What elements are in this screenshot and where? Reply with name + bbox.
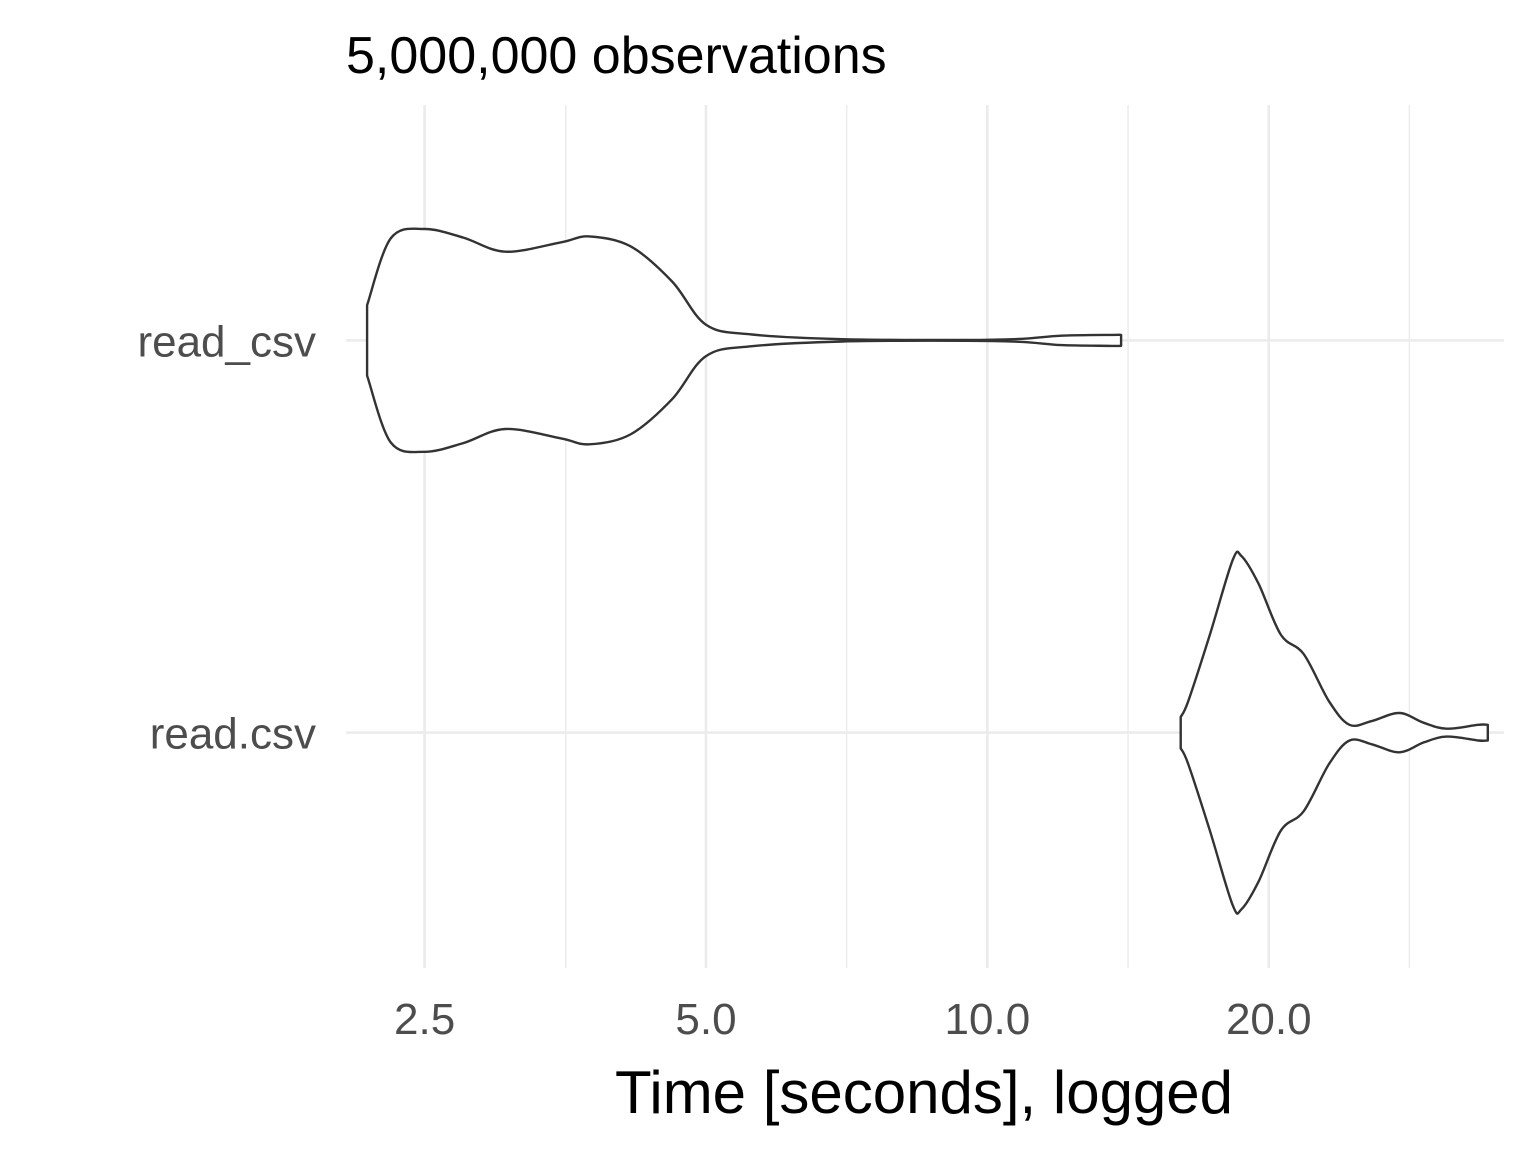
x-axis-title: Time [seconds], logged bbox=[615, 1059, 1233, 1126]
grid bbox=[346, 105, 1504, 968]
y-tick-label: read_csv bbox=[137, 317, 316, 366]
chart-title: 5,000,000 observations bbox=[346, 27, 887, 85]
x-tick-label: 5.0 bbox=[675, 995, 736, 1044]
x-tick-label: 10.0 bbox=[945, 995, 1031, 1044]
x-tick-label: 20.0 bbox=[1226, 995, 1312, 1044]
violin-read-csv bbox=[1179, 550, 1489, 915]
y-tick-label: read.csv bbox=[150, 710, 316, 759]
x-tick-label: 2.5 bbox=[394, 995, 455, 1044]
y-tick-labels: read.csv read_csv bbox=[137, 317, 316, 758]
x-tick-labels: 2.5 5.0 10.0 20.0 bbox=[394, 995, 1312, 1044]
violins bbox=[365, 227, 1489, 915]
violin-read-csv bbox=[365, 227, 1123, 454]
